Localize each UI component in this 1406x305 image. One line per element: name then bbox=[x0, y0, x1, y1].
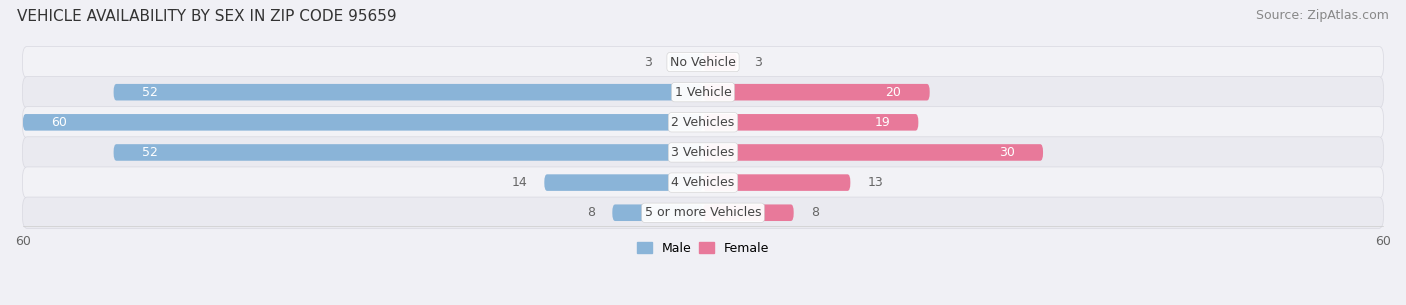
FancyBboxPatch shape bbox=[703, 114, 918, 131]
Text: Source: ZipAtlas.com: Source: ZipAtlas.com bbox=[1256, 9, 1389, 22]
Text: 5 or more Vehicles: 5 or more Vehicles bbox=[645, 206, 761, 219]
FancyBboxPatch shape bbox=[703, 204, 793, 221]
Text: 3: 3 bbox=[754, 56, 762, 69]
FancyBboxPatch shape bbox=[22, 46, 1384, 78]
Text: 30: 30 bbox=[998, 146, 1015, 159]
Legend: Male, Female: Male, Female bbox=[631, 237, 775, 260]
Text: 3 Vehicles: 3 Vehicles bbox=[672, 146, 734, 159]
Text: 3: 3 bbox=[644, 56, 652, 69]
Text: 1 Vehicle: 1 Vehicle bbox=[675, 86, 731, 99]
FancyBboxPatch shape bbox=[22, 137, 1384, 168]
FancyBboxPatch shape bbox=[22, 114, 703, 131]
Text: 20: 20 bbox=[886, 86, 901, 99]
Text: VEHICLE AVAILABILITY BY SEX IN ZIP CODE 95659: VEHICLE AVAILABILITY BY SEX IN ZIP CODE … bbox=[17, 9, 396, 24]
FancyBboxPatch shape bbox=[703, 174, 851, 191]
FancyBboxPatch shape bbox=[22, 167, 1384, 198]
FancyBboxPatch shape bbox=[22, 107, 1384, 138]
Text: 14: 14 bbox=[512, 176, 527, 189]
Text: 19: 19 bbox=[875, 116, 890, 129]
Text: 8: 8 bbox=[811, 206, 818, 219]
FancyBboxPatch shape bbox=[703, 84, 929, 100]
Text: 13: 13 bbox=[868, 176, 883, 189]
Text: 8: 8 bbox=[588, 206, 595, 219]
Text: 52: 52 bbox=[142, 86, 157, 99]
FancyBboxPatch shape bbox=[703, 144, 1043, 161]
FancyBboxPatch shape bbox=[114, 84, 703, 100]
FancyBboxPatch shape bbox=[613, 204, 703, 221]
FancyBboxPatch shape bbox=[114, 144, 703, 161]
FancyBboxPatch shape bbox=[22, 197, 1384, 228]
Text: 2 Vehicles: 2 Vehicles bbox=[672, 116, 734, 129]
Text: 60: 60 bbox=[51, 116, 67, 129]
Text: No Vehicle: No Vehicle bbox=[671, 56, 735, 69]
FancyBboxPatch shape bbox=[544, 174, 703, 191]
FancyBboxPatch shape bbox=[22, 77, 1384, 108]
Text: 52: 52 bbox=[142, 146, 157, 159]
FancyBboxPatch shape bbox=[703, 54, 737, 70]
Text: 4 Vehicles: 4 Vehicles bbox=[672, 176, 734, 189]
FancyBboxPatch shape bbox=[669, 54, 703, 70]
